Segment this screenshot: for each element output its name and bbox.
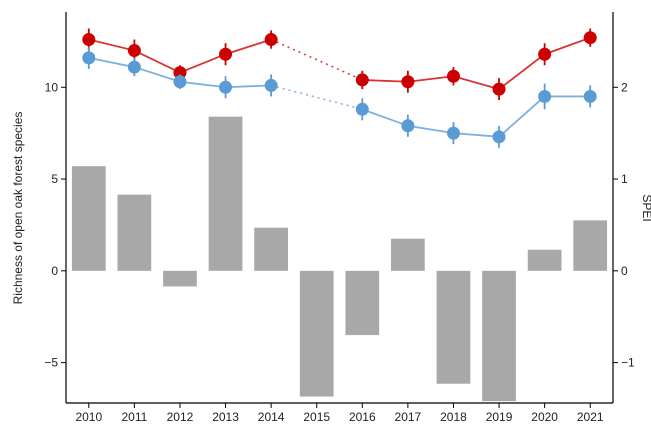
bar-2016 (345, 270, 380, 336)
axes-layer (65, 12, 614, 404)
y-tick-label: 5 (51, 172, 58, 186)
series-1-point-2011 (127, 60, 141, 74)
x-tick-label: 2016 (349, 410, 376, 424)
x-tick-label: 2017 (395, 410, 422, 424)
y-tick-label: −5 (44, 356, 58, 370)
y2-tick-label: −1 (621, 356, 635, 370)
x-tick-label: 2013 (212, 410, 239, 424)
series-0-point-2020 (538, 47, 552, 61)
bar-2013 (208, 116, 243, 271)
bar-2018 (436, 270, 471, 384)
series-1-point-2020 (538, 89, 552, 103)
ticks-layer: −5 0 5 10 −1 0 1 2 2010 2011 2012 2013 2014 2015 2016 2… (44, 80, 635, 424)
y2-tick-label: 2 (621, 80, 628, 94)
x-tick-label: 2011 (121, 410, 147, 424)
x-tick-label: 2019 (486, 410, 513, 424)
bar-2020 (527, 249, 562, 271)
y2-tick-label: 1 (621, 172, 628, 186)
series-1-line-1 (361, 95, 591, 138)
series-1-point-2019 (492, 130, 506, 144)
series-0-point-2018 (446, 69, 460, 83)
series-1-point-2013 (219, 80, 233, 94)
bar-2011 (117, 194, 152, 271)
bars-layer (71, 116, 608, 402)
bar-2010 (71, 166, 106, 271)
x-tick-label: 2015 (303, 410, 330, 424)
series-1-point-2010 (82, 51, 96, 65)
x-tick-label: 2020 (531, 410, 558, 424)
lines-layer (82, 28, 597, 148)
x-tick-label: 2018 (440, 410, 467, 424)
series-0-point-2012 (173, 66, 187, 80)
series-1-point-2018 (446, 126, 460, 140)
y2-tick-label: 0 (621, 264, 628, 278)
x-tick-label: 2014 (258, 410, 285, 424)
bar-2012 (163, 270, 197, 287)
series-1-point-2016 (355, 102, 369, 116)
x-tick-label: 2010 (75, 410, 102, 424)
x-tick-label: 2021 (577, 410, 604, 424)
bar-2015 (299, 270, 334, 397)
series-0-gap-connector (270, 38, 363, 81)
series-0-point-2010 (82, 33, 96, 47)
series-0-point-2013 (219, 47, 233, 61)
series-1-gap-connector (270, 84, 363, 111)
bar-2017 (391, 238, 425, 271)
series-0-line-1 (362, 36, 591, 91)
series-1-point-2021 (583, 89, 597, 103)
y2-axis-title: SPEI (640, 194, 651, 221)
y-tick-label: 10 (45, 80, 59, 94)
series-1-point-2014 (264, 78, 278, 92)
y-axis-title: Richness of open oak forest species (11, 112, 25, 305)
x-tick-label: 2012 (167, 410, 194, 424)
series-0-point-2019 (492, 82, 506, 96)
series-0-point-2011 (127, 44, 141, 58)
series-1-point-2012 (173, 75, 187, 89)
series-0-point-2014 (264, 33, 278, 47)
series-0-point-2017 (401, 75, 415, 89)
bar-2014 (254, 227, 288, 271)
y-tick-label: 0 (51, 264, 58, 278)
bar-2019 (482, 270, 516, 402)
bar-2021 (573, 220, 608, 271)
series-0-point-2021 (583, 31, 597, 45)
series-1-point-2017 (401, 119, 415, 133)
series-0-point-2016 (355, 73, 369, 87)
